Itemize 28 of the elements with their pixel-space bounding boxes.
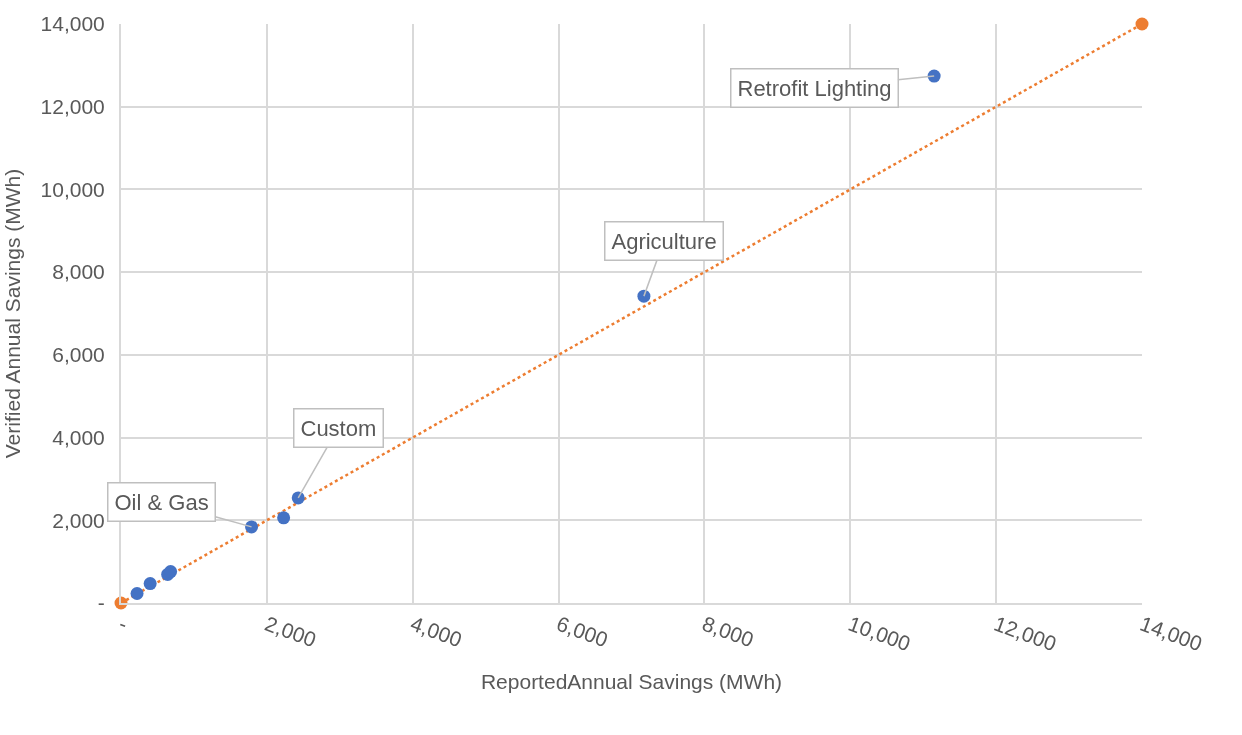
x-tick-label: - <box>116 611 131 636</box>
point <box>1135 17 1149 31</box>
x-tick-label: 6,000 <box>553 611 611 652</box>
x-tick-label: 14,000 <box>1137 611 1206 656</box>
y-tick-label: 8,000 <box>52 260 105 284</box>
y-tick-label: 12,000 <box>40 95 105 119</box>
x-tick-label: 10,000 <box>845 611 914 656</box>
y-axis-title: Verified Annual Savings (MWh) <box>1 168 25 459</box>
annotation: Oil & Gas <box>114 489 209 515</box>
y-tick-label: 2,000 <box>52 508 105 532</box>
x-tick-label: 2,000 <box>261 611 320 652</box>
x-tick-label: 4,000 <box>407 611 466 652</box>
point <box>130 586 144 600</box>
point <box>927 69 941 83</box>
annotation: Custom <box>300 415 377 441</box>
y-tick-label: 10,000 <box>40 177 105 201</box>
annotation: Retrofit Lighting <box>737 75 892 101</box>
x-tick-label: 12,000 <box>991 611 1060 656</box>
x-axis-title: ReportedAnnual Savings (MWh) <box>480 669 783 693</box>
y-tick-label: 14,000 <box>40 12 105 36</box>
point <box>143 577 157 591</box>
point <box>277 511 291 525</box>
annotation: Agriculture <box>611 228 717 254</box>
y-tick-label: 6,000 <box>52 343 105 367</box>
point <box>245 520 259 534</box>
x-tick-label: 8,000 <box>699 611 757 652</box>
y-tick-label: - <box>97 591 105 615</box>
y-tick-label: 4,000 <box>52 425 105 449</box>
